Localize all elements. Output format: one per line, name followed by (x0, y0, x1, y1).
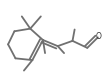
Text: O: O (95, 32, 101, 41)
